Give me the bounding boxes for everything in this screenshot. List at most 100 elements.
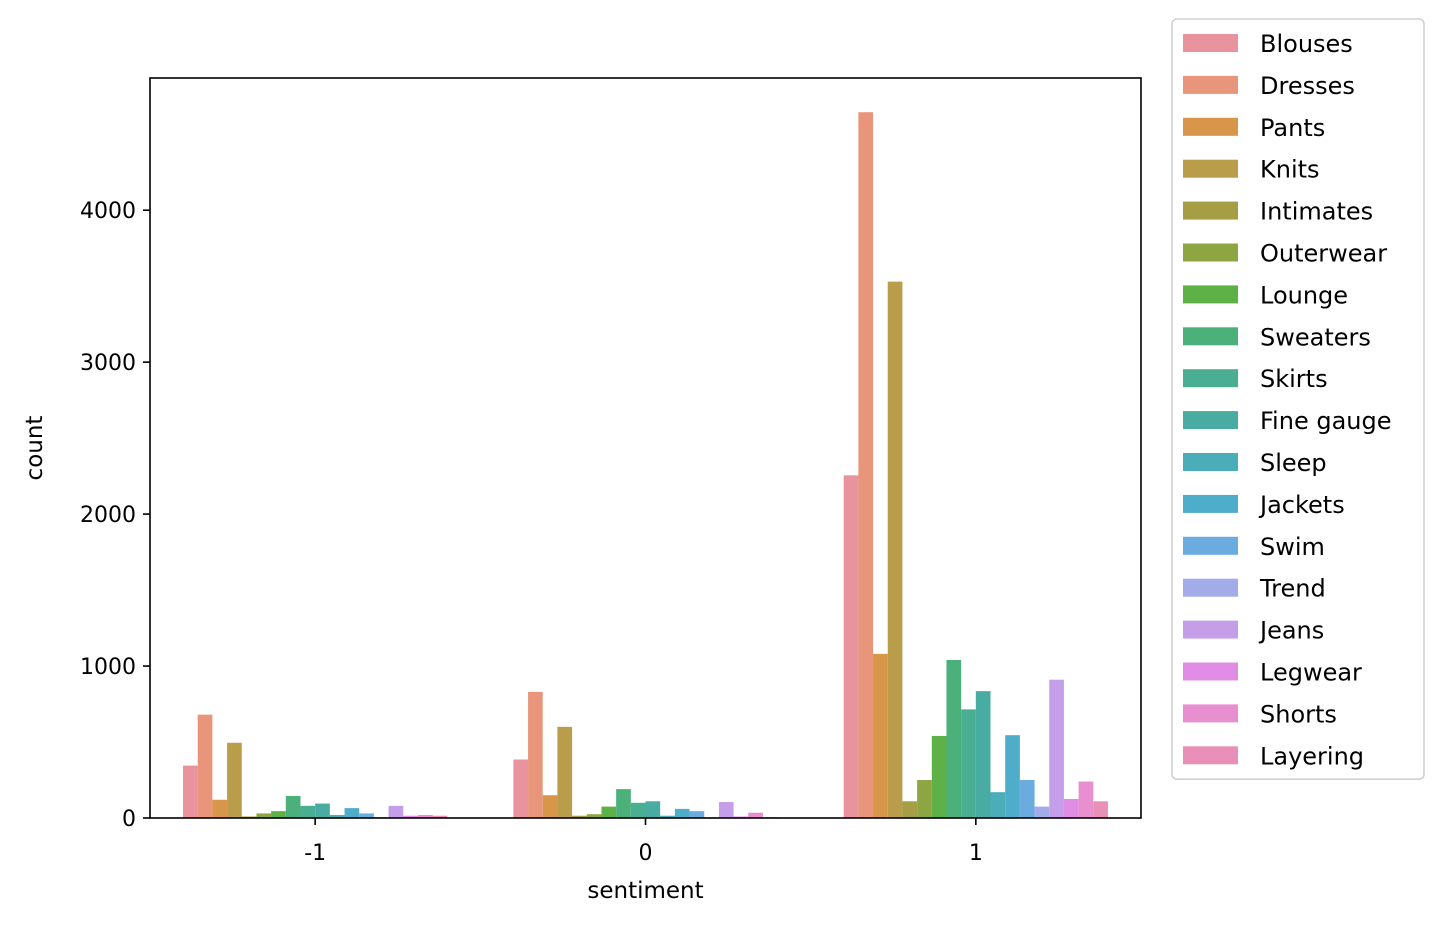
legend-label: Intimates <box>1260 198 1373 226</box>
x-tick-label: -1 <box>304 841 326 866</box>
legend-swatch <box>1183 746 1238 765</box>
legend-swatch <box>1183 578 1238 597</box>
legend-label: Outerwear <box>1260 240 1387 268</box>
legend-label: Fine gauge <box>1260 407 1391 435</box>
legend-swatch <box>1183 453 1238 471</box>
bar-swim--1 <box>359 813 374 818</box>
bar-outerwear-0 <box>586 814 602 818</box>
legend-swatch <box>1183 662 1238 681</box>
bar-swim-1 <box>1019 780 1035 818</box>
y-tick-label: 0 <box>122 807 136 832</box>
x-tick-label: 0 <box>639 841 653 866</box>
legend-label: Shorts <box>1260 700 1337 728</box>
y-tick-label: 1000 <box>80 655 136 680</box>
y-tick-label: 2000 <box>80 503 136 528</box>
bar-knits-1 <box>887 281 903 818</box>
bar-shorts--1 <box>417 814 433 818</box>
legend-swatch <box>1183 327 1238 346</box>
bar-knits-0 <box>557 726 573 818</box>
bar-dresses--1 <box>197 714 213 818</box>
bar-blouses-0 <box>513 759 529 818</box>
bar-skirts-1 <box>961 709 976 818</box>
plot-frame <box>149 77 1142 819</box>
legend-swatch <box>1183 411 1238 430</box>
legend-swatch <box>1183 494 1238 513</box>
bar-dresses-0 <box>528 691 543 818</box>
bar-sleep--1 <box>329 814 345 818</box>
bar-outerwear--1 <box>256 813 272 818</box>
y-tick-label: 4000 <box>80 199 136 224</box>
legend-label: Layering <box>1260 742 1364 770</box>
legend-label: Blouses <box>1260 30 1353 58</box>
bar-pants--1 <box>212 799 228 818</box>
legend-swatch <box>1183 159 1238 178</box>
x-axis: -1 0 1 <box>304 818 983 866</box>
bar-pants-0 <box>542 795 558 818</box>
bar-sleep-1 <box>990 792 1006 818</box>
bar-blouses--1 <box>183 765 198 818</box>
legend-label: Skirts <box>1260 365 1328 393</box>
bar-legwear-1 <box>1063 799 1079 818</box>
bar-outerwear-1 <box>917 780 932 818</box>
legend-swatch <box>1183 369 1238 388</box>
bar-jackets-1 <box>1005 735 1020 818</box>
legend-label: Sweaters <box>1260 323 1371 351</box>
bar-layering--1 <box>432 815 448 818</box>
y-tick-label: 3000 <box>80 351 136 376</box>
bar-jackets--1 <box>344 808 360 818</box>
bar-lounge--1 <box>271 811 286 818</box>
bar-legwear--1 <box>403 815 418 818</box>
bar-skirts-0 <box>630 802 646 818</box>
legend-label: Lounge <box>1260 281 1348 309</box>
bar-shorts-0 <box>748 812 763 818</box>
bar-jeans-0 <box>718 802 734 818</box>
legend-swatch <box>1183 285 1238 304</box>
legend-label: Pants <box>1260 114 1325 142</box>
bar-skirts--1 <box>300 805 316 818</box>
x-tick-label: 1 <box>969 841 983 866</box>
bar-intimates-1 <box>902 801 918 818</box>
legend-label: Jackets <box>1258 491 1345 519</box>
bar-shorts-1 <box>1078 781 1094 818</box>
bar-sweaters-1 <box>946 659 962 818</box>
bar-swim-0 <box>689 811 705 818</box>
bar-lounge-0 <box>601 806 617 818</box>
legend-swatch <box>1183 201 1238 220</box>
legend-swatch <box>1183 704 1238 723</box>
bar-jackets-0 <box>674 808 690 818</box>
legend-swatch <box>1183 243 1238 262</box>
bar-fine-gauge-1 <box>975 691 991 818</box>
legend-label: Jeans <box>1258 617 1324 645</box>
legend-label: Dresses <box>1260 72 1355 100</box>
x-axis-label: sentiment <box>587 878 703 904</box>
legend-swatch <box>1183 75 1238 94</box>
bar-sweaters--1 <box>285 795 301 818</box>
legend-label: Legwear <box>1260 659 1362 687</box>
bar-jeans--1 <box>388 805 404 818</box>
bar-fine-gauge-0 <box>645 801 661 818</box>
bar-knits--1 <box>227 742 242 818</box>
bar-blouses-1 <box>843 475 859 818</box>
bar-lounge-1 <box>931 735 947 818</box>
bar-trend-1 <box>1034 806 1050 818</box>
legend-label: Sleep <box>1260 449 1327 477</box>
bar-sweaters-0 <box>616 789 631 818</box>
legend: Blouses Dresses Pants Knits Intimates Outerwe… <box>1171 18 1425 781</box>
bar-jeans-1 <box>1049 679 1064 818</box>
bar-sleep-0 <box>660 815 675 818</box>
legend-label: Trend <box>1259 575 1326 603</box>
legend-swatch <box>1183 620 1238 639</box>
bar-dresses-1 <box>858 112 874 818</box>
legend-swatch <box>1183 117 1238 136</box>
legend-swatch <box>1183 34 1238 52</box>
y-axis-label: count <box>22 416 48 481</box>
bar-pants-1 <box>873 653 888 818</box>
legend-label: Swim <box>1260 533 1325 561</box>
bars-group <box>183 112 1108 818</box>
legend-swatch <box>1183 536 1238 555</box>
legend-label: Knits <box>1260 156 1320 184</box>
bar-fine-gauge--1 <box>315 803 330 818</box>
bar-intimates-0 <box>572 815 587 818</box>
y-axis: 0 1000 2000 3000 4000 <box>80 199 150 832</box>
